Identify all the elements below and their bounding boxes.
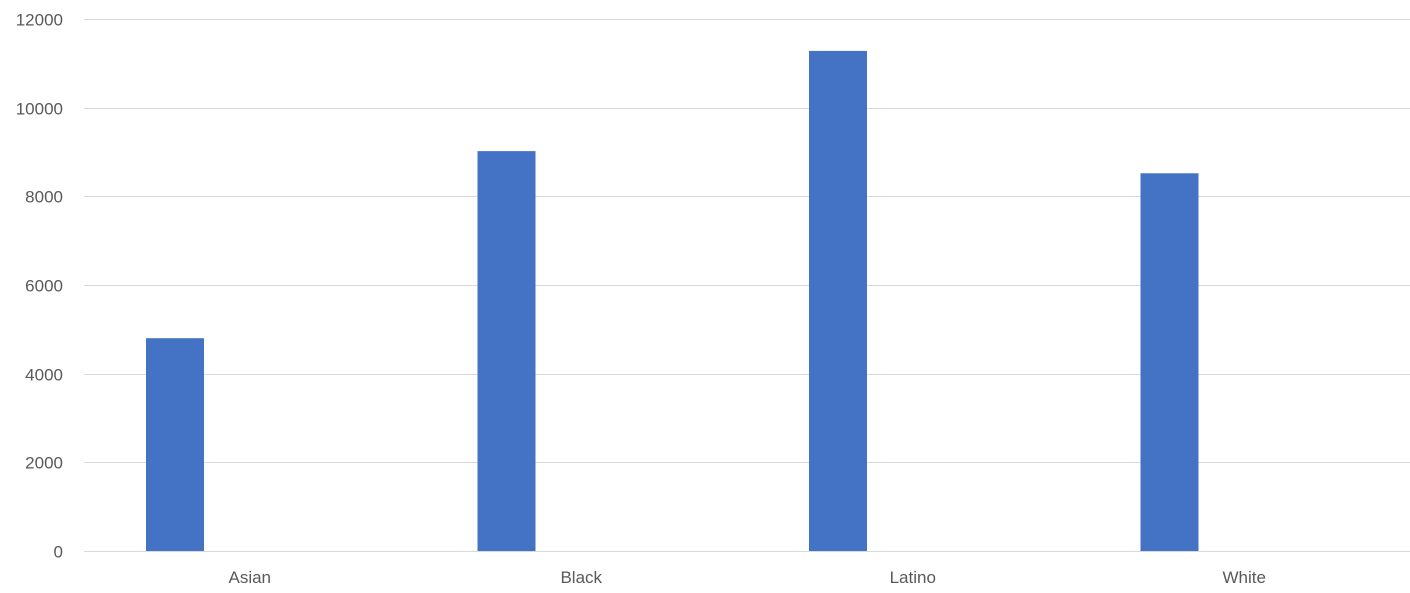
x-category-label-latino: Latino: [890, 568, 936, 587]
x-category-label-white: White: [1223, 568, 1266, 587]
y-tick-label: 0: [54, 543, 63, 562]
y-tick-label: 4000: [25, 366, 63, 385]
x-category-label-asian: Asian: [228, 568, 271, 587]
bar-asian: [146, 338, 204, 551]
bars: [146, 50, 1199, 552]
y-tick-label: 12000: [16, 11, 63, 30]
grid-lines: [84, 19, 1410, 552]
y-tick-label: 6000: [25, 277, 63, 296]
bar-latino: [809, 50, 867, 552]
x-category-label-black: Black: [560, 568, 602, 587]
bar-white: [1140, 173, 1199, 551]
y-tick-label: 2000: [25, 454, 63, 473]
bar-black: [477, 151, 536, 551]
x-axis-category-labels: Asian Black Latino White: [228, 568, 1266, 587]
y-axis-tick-labels: 0 2000 4000 6000 8000 10000 12000: [16, 11, 63, 562]
y-tick-label: 10000: [16, 100, 63, 119]
y-tick-label: 8000: [25, 188, 63, 207]
